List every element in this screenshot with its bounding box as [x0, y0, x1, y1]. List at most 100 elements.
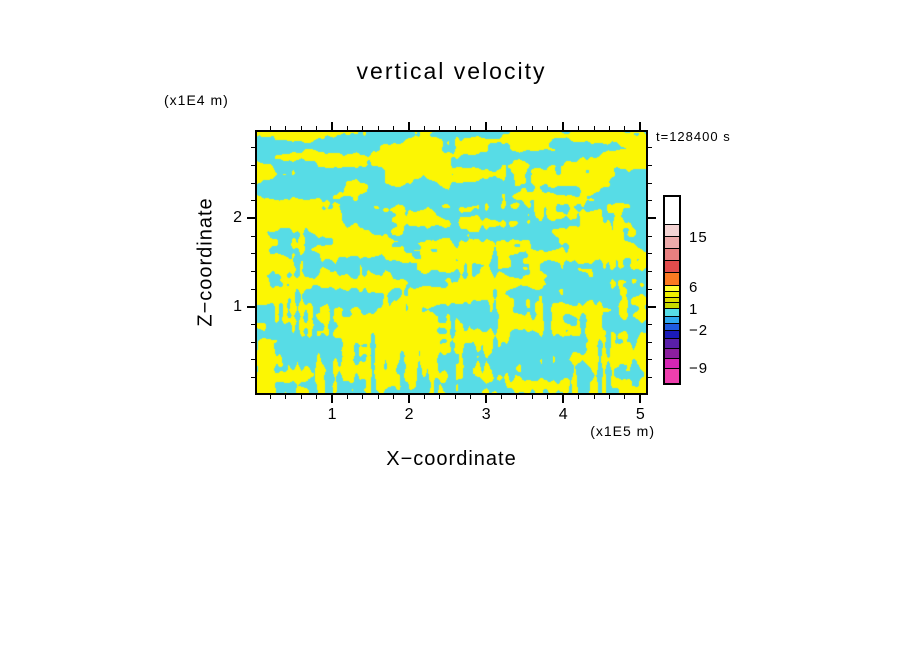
colorbar-segment: [665, 247, 679, 260]
x-minor-tick: [501, 126, 503, 130]
y-minor-tick: [648, 359, 652, 361]
colorbar-segment: [665, 272, 679, 285]
x-minor-tick: [578, 395, 580, 399]
y-minor-tick: [648, 376, 652, 378]
y-tick-label: 1: [233, 297, 242, 315]
x-minor-tick: [516, 395, 518, 399]
x-minor-tick: [377, 126, 379, 130]
x-minor-tick: [424, 395, 426, 399]
x-minor-tick: [454, 126, 456, 130]
colorbar: [663, 195, 681, 385]
x-minor-tick: [531, 126, 533, 130]
x-major-tick: [562, 395, 565, 403]
x-minor-tick: [285, 126, 287, 130]
y-minor-tick: [648, 182, 652, 184]
colorbar-label: −2: [689, 322, 709, 340]
x-tick-label: 5: [635, 406, 645, 423]
y-minor-tick: [648, 200, 652, 202]
y-minor-tick: [648, 288, 652, 290]
x-minor-tick: [424, 126, 426, 130]
x-major-tick: [408, 395, 411, 403]
x-minor-tick: [608, 126, 610, 130]
x-minor-tick: [346, 395, 348, 399]
colorbar-segment: [665, 291, 679, 297]
y-minor-tick: [648, 323, 652, 325]
x-minor-tick: [516, 126, 518, 130]
x-minor-tick: [593, 395, 595, 399]
x-tick-label: 1: [327, 406, 337, 423]
colorbar-segment: [665, 197, 679, 224]
x-major-tick: [562, 122, 565, 130]
x-minor-tick: [470, 395, 472, 399]
x-minor-tick: [362, 395, 364, 399]
x-minor-tick: [300, 395, 302, 399]
colorbar-label: −9: [689, 360, 709, 378]
x-minor-tick: [470, 126, 472, 130]
x-minor-tick: [362, 126, 364, 130]
x-minor-tick: [454, 395, 456, 399]
y-minor-tick: [648, 341, 652, 343]
y-minor-tick: [648, 235, 652, 237]
y-major-tick: [648, 305, 656, 308]
x-minor-tick: [593, 126, 595, 130]
x-axis-unit-label: (x1E5 m): [590, 423, 655, 439]
x-minor-tick: [531, 395, 533, 399]
colorbar-segment: [665, 296, 679, 302]
colorbar-label: 15: [689, 228, 708, 246]
y-minor-tick: [251, 323, 255, 325]
colorbar-segment: [665, 338, 679, 348]
x-minor-tick: [501, 395, 503, 399]
x-minor-tick: [578, 126, 580, 130]
colorbar-segment: [665, 308, 679, 316]
y-minor-tick: [251, 182, 255, 184]
x-minor-tick: [393, 395, 395, 399]
y-minor-tick: [648, 253, 652, 255]
y-minor-tick: [251, 235, 255, 237]
x-minor-tick: [547, 395, 549, 399]
colorbar-segment: [665, 301, 679, 309]
y-minor-tick: [251, 341, 255, 343]
y-minor-tick: [648, 270, 652, 272]
x-major-tick: [639, 395, 642, 403]
y-minor-tick: [648, 164, 652, 166]
colorbar-segment: [665, 322, 679, 330]
x-minor-tick: [377, 395, 379, 399]
x-major-tick: [639, 122, 642, 130]
colorbar-labels: 15 6 1 −2 −9: [689, 195, 733, 385]
y-minor-tick: [251, 359, 255, 361]
x-minor-tick: [439, 126, 441, 130]
y-tick-label: 2: [233, 209, 242, 227]
x-minor-tick: [285, 395, 287, 399]
y-minor-tick: [251, 200, 255, 202]
x-major-tick: [331, 122, 334, 130]
chart-title: vertical velocity: [356, 58, 547, 84]
y-minor-tick: [251, 376, 255, 378]
y-minor-tick: [251, 147, 255, 149]
x-minor-tick: [346, 126, 348, 130]
y-minor-tick: [648, 147, 652, 149]
colorbar-label: 1: [689, 300, 699, 318]
x-minor-tick: [393, 126, 395, 130]
colorbar-segment: [665, 315, 679, 323]
colorbar-segment: [665, 329, 679, 339]
y-axis-unit-label: (x1E4 m): [164, 92, 229, 108]
x-minor-tick: [624, 126, 626, 130]
colorbar-segment: [665, 259, 679, 273]
x-major-tick: [485, 395, 488, 403]
x-minor-tick: [547, 126, 549, 130]
x-major-tick: [331, 395, 334, 403]
x-minor-tick: [300, 126, 302, 130]
x-minor-tick: [624, 395, 626, 399]
y-minor-tick: [251, 253, 255, 255]
colorbar-segment: [665, 357, 679, 368]
colorbar-segment: [665, 367, 679, 383]
plot-area: 1 2 3 4 5 1 2: [233, 122, 656, 423]
y-minor-tick: [251, 270, 255, 272]
x-minor-tick: [608, 395, 610, 399]
timestamp-label: t=128400 s: [656, 129, 731, 144]
colorbar-segment: [665, 347, 679, 358]
y-minor-tick: [251, 288, 255, 290]
y-major-tick: [247, 217, 255, 220]
colorbar-segment: [665, 223, 679, 237]
